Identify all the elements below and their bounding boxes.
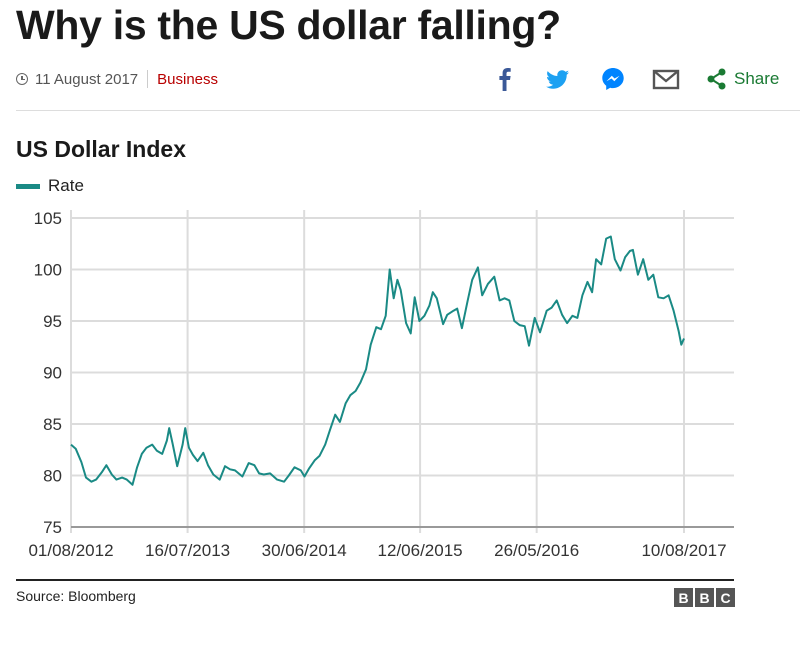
share-toolbar: Share <box>490 64 790 94</box>
section-link-business[interactable]: Business <box>157 70 219 88</box>
messenger-icon <box>602 68 624 90</box>
twitter-icon <box>546 70 569 89</box>
y-tick-label: 90 <box>43 364 62 383</box>
bbc-logo-letter: C <box>716 588 735 607</box>
clock-icon <box>16 73 28 85</box>
x-axis-ticks: 01/08/2012 16/07/2013 30/06/2014 12/06/2015… <box>28 541 726 560</box>
bbc-logo-letter: B <box>695 588 714 607</box>
share-icon <box>707 68 726 90</box>
x-tick-label: 30/06/2014 <box>262 541 347 560</box>
footer-divider <box>16 579 734 581</box>
y-tick-label: 80 <box>43 467 62 486</box>
bbc-logo: B B C <box>672 588 735 607</box>
x-tick-label: 26/05/2016 <box>494 541 579 560</box>
email-share-button[interactable] <box>652 64 680 99</box>
legend-swatch-rate <box>16 183 40 189</box>
x-tick-label: 10/08/2017 <box>641 541 726 560</box>
twitter-share-button[interactable] <box>545 64 571 99</box>
messenger-share-button[interactable] <box>600 64 626 99</box>
email-icon <box>652 69 680 90</box>
facebook-icon <box>499 68 511 91</box>
y-tick-label: 105 <box>34 209 62 228</box>
header-divider <box>16 110 800 111</box>
y-tick-label: 75 <box>43 518 62 537</box>
chart-title: US Dollar Index <box>16 136 186 162</box>
legend-label-rate: Rate <box>48 176 84 195</box>
horizontal-gridlines <box>71 217 734 528</box>
line-chart: 75 80 85 90 95 100 105 01/08/2012 16/07/2013 30/… <box>28 209 734 560</box>
y-tick-label: 95 <box>43 312 62 331</box>
article-date: 11 August 2017 <box>35 70 139 88</box>
x-tick-label: 01/08/2012 <box>28 541 113 560</box>
article-meta: 11 August 2017 Business <box>16 68 218 90</box>
y-tick-label: 85 <box>43 415 62 434</box>
series-line-rate <box>70 235 685 486</box>
x-tick-label: 16/07/2013 <box>145 541 230 560</box>
share-label: Share <box>734 69 780 88</box>
source-note: Source: Bloomberg <box>16 588 136 604</box>
page-title: Why is the US dollar falling? <box>16 2 561 48</box>
bbc-logo-letter: B <box>674 588 693 607</box>
y-tick-label: 100 <box>34 261 62 280</box>
y-axis-ticks: 75 80 85 90 95 100 105 <box>34 209 62 537</box>
chart-legend: Rate <box>16 176 84 196</box>
meta-separator <box>147 70 149 88</box>
x-tick-label: 12/06/2015 <box>378 541 463 560</box>
share-button[interactable]: Share <box>706 64 779 94</box>
facebook-share-button[interactable] <box>496 64 514 99</box>
